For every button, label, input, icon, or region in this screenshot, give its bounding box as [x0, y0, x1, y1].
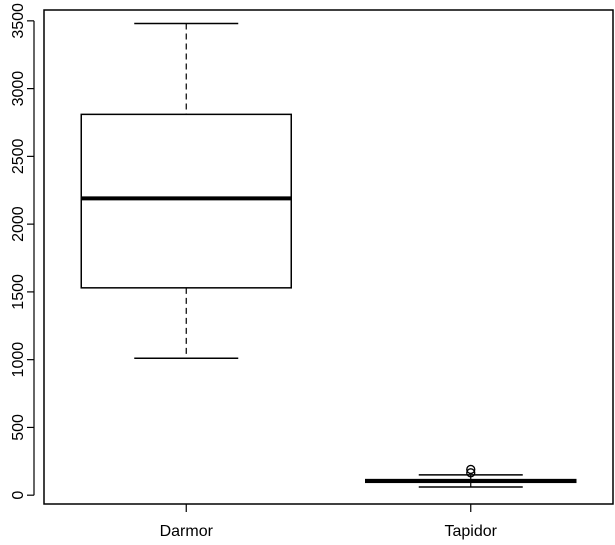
y-tick-label: 3000: [10, 71, 27, 107]
y-tick-label: 1000: [10, 342, 27, 378]
box-tapidor: [365, 464, 577, 488]
y-tick-label: 2500: [10, 138, 27, 174]
x-axis: Darmor Tapidor: [160, 504, 498, 540]
box-darmor: [80, 22, 292, 360]
y-tick-label: 0: [10, 491, 27, 500]
outlier-point: [466, 464, 476, 475]
y-tick-label: 3500: [10, 3, 27, 39]
y-tick-label: 500: [10, 414, 27, 441]
y-axis: 0 500 1000 1500 2000 2500 3000 3500: [10, 3, 35, 500]
y-tick-label: 2000: [10, 206, 27, 242]
y-tick-label: 1500: [10, 274, 27, 310]
iqr-box: [80, 113, 292, 289]
outlier-point: [466, 468, 476, 478]
x-tick-label: Darmor: [160, 523, 214, 540]
plot-frame: [43, 9, 614, 505]
x-tick-label: Tapidor: [445, 523, 498, 540]
boxes: [80, 22, 577, 488]
